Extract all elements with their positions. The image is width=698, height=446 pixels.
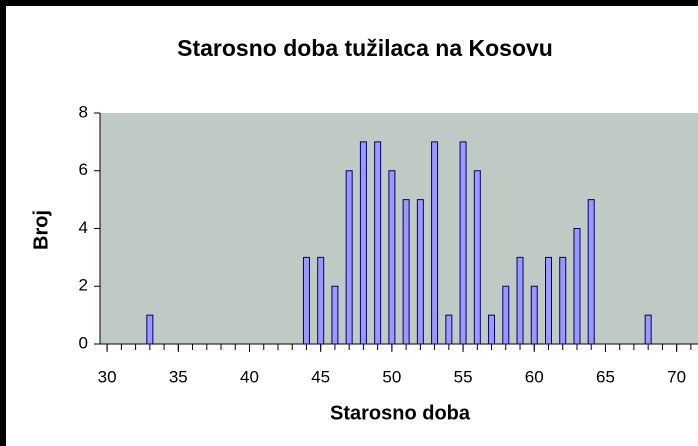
y-tick-label: 4 <box>79 218 88 237</box>
x-tick-label: 60 <box>525 367 544 386</box>
bar <box>402 199 410 345</box>
chart-title: Starosno doba tužilaca na Kosovu <box>177 35 553 61</box>
bar <box>302 256 310 345</box>
bar <box>317 256 325 345</box>
bar <box>374 141 382 345</box>
bar <box>473 170 481 345</box>
y-tick-label: 6 <box>79 160 88 179</box>
bar <box>573 228 581 345</box>
bar <box>644 314 652 345</box>
x-tick-label: 35 <box>169 367 188 386</box>
x-tick-label: 70 <box>667 367 686 386</box>
x-tick-label: 45 <box>311 367 330 386</box>
bar <box>516 256 524 345</box>
bar <box>502 285 510 345</box>
bar <box>445 314 453 345</box>
bar <box>587 199 595 345</box>
plot-area <box>100 113 698 344</box>
y-tick-label: 2 <box>79 276 88 295</box>
bar <box>345 170 353 345</box>
bar <box>530 285 538 345</box>
y-tick-label: 8 <box>79 102 88 121</box>
bar <box>545 256 552 345</box>
x-tick-label: 50 <box>382 367 401 386</box>
x-axis-label: Starosno doba <box>330 402 471 424</box>
y-tick-label: 0 <box>79 333 88 352</box>
x-tick-label: 30 <box>98 367 117 386</box>
bar <box>331 285 339 345</box>
bar <box>431 141 439 345</box>
y-axis-label: Broj <box>30 210 52 250</box>
bar <box>388 170 396 345</box>
bar <box>488 314 496 345</box>
bar <box>559 256 567 345</box>
x-tick-label: 65 <box>596 367 615 386</box>
x-tick-label: 40 <box>240 367 259 386</box>
bar <box>459 141 467 345</box>
x-tick-label: 55 <box>454 367 473 386</box>
bar <box>359 141 367 345</box>
bar <box>146 314 154 345</box>
bar <box>416 199 424 345</box>
